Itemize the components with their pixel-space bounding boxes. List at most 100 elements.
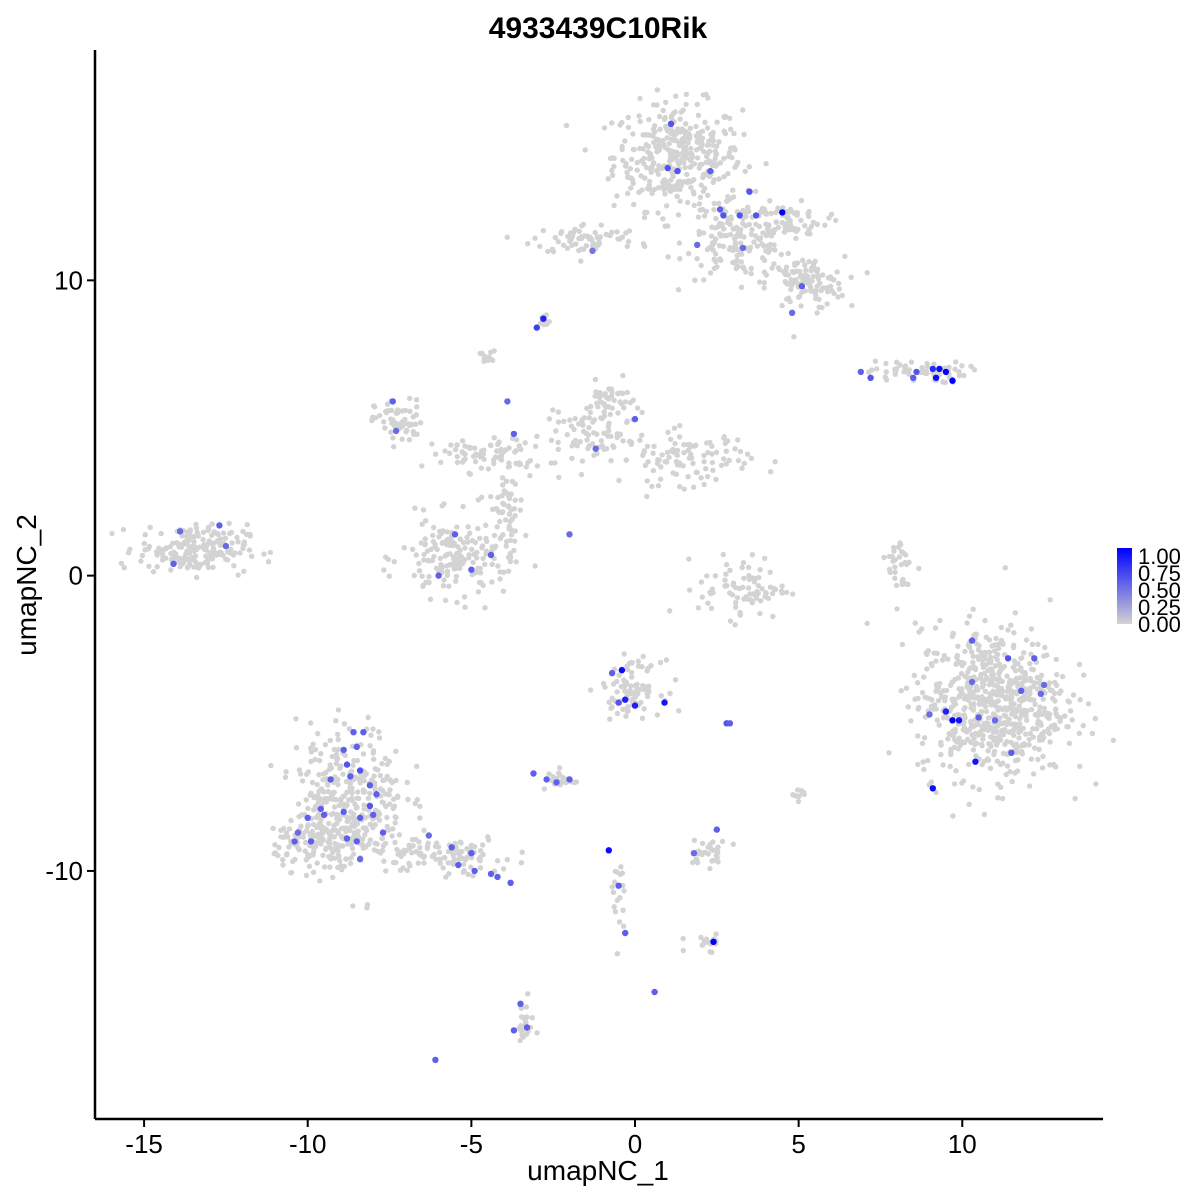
cell-point <box>574 443 580 449</box>
cell-point <box>955 658 961 664</box>
cell-point <box>947 763 953 770</box>
cell-point <box>993 635 999 642</box>
cell-point <box>1032 712 1039 718</box>
cell-point <box>1029 641 1036 648</box>
cell-point <box>757 279 763 285</box>
cell-point <box>690 189 697 195</box>
cell-point <box>286 826 293 832</box>
cell-point <box>555 239 561 245</box>
cell-point <box>404 867 410 874</box>
cell-point <box>109 530 115 537</box>
cell-point <box>271 851 277 857</box>
cell-point <box>772 247 778 253</box>
cell-point <box>686 250 692 257</box>
cell-point <box>453 578 459 584</box>
cell-point <box>323 846 329 853</box>
cell-point <box>711 177 717 183</box>
cell-point <box>303 872 310 879</box>
cell-point <box>713 259 719 265</box>
cell-point <box>441 854 448 861</box>
cell-point <box>635 658 641 664</box>
cell-point <box>798 217 804 223</box>
cell-point <box>1042 644 1048 651</box>
cell-point <box>983 634 989 640</box>
cell-point <box>362 832 368 838</box>
cell-point <box>527 473 533 479</box>
expressing-cell-point <box>726 720 734 727</box>
cell-point <box>734 252 740 259</box>
cell-point <box>730 841 736 847</box>
cell-point <box>687 443 694 449</box>
expressing-cell-point <box>347 773 354 780</box>
cell-point <box>981 811 988 818</box>
cell-point <box>597 390 603 396</box>
cell-point <box>417 815 423 821</box>
cell-point <box>981 726 987 732</box>
cell-point <box>1044 713 1050 720</box>
cell-point <box>627 166 633 172</box>
cell-point <box>586 415 592 421</box>
cell-point <box>748 455 755 461</box>
cell-point <box>1076 661 1083 668</box>
cell-point <box>737 448 744 455</box>
cell-point <box>951 736 958 743</box>
cell-point <box>459 855 466 862</box>
cell-point <box>425 557 431 563</box>
cell-point <box>306 863 313 869</box>
cell-point <box>646 689 652 695</box>
cell-point <box>402 407 408 414</box>
cell-point <box>229 540 235 546</box>
cell-point <box>1038 672 1045 678</box>
cell-point <box>382 554 389 560</box>
cell-point <box>386 792 392 798</box>
cell-point <box>488 493 494 500</box>
cell-point <box>831 290 837 296</box>
cell-point <box>718 257 724 263</box>
cell-point <box>680 947 686 954</box>
cell-point <box>905 704 911 710</box>
cell-point <box>767 469 774 475</box>
cell-point <box>1022 677 1028 684</box>
cell-point <box>1013 668 1019 674</box>
cell-point <box>142 547 148 553</box>
cell-point <box>1037 737 1043 743</box>
expressing-cell-point <box>972 758 979 765</box>
cell-point <box>432 843 439 849</box>
cell-point <box>209 521 215 527</box>
cell-point <box>713 449 720 456</box>
cell-point <box>1053 656 1059 663</box>
cell-point <box>309 779 316 786</box>
cell-point <box>916 565 922 572</box>
cell-point <box>690 484 697 490</box>
cell-point <box>315 730 321 737</box>
cell-point <box>517 507 523 513</box>
cell-point <box>720 551 726 558</box>
cell-point <box>241 568 247 574</box>
cell-point <box>390 826 396 832</box>
expressing-cell-point <box>320 811 328 818</box>
cell-point <box>607 155 614 162</box>
cell-point <box>751 239 757 245</box>
cell-point <box>154 552 160 558</box>
cell-point <box>616 477 622 484</box>
expressing-cell-point <box>350 729 357 736</box>
cell-point <box>956 369 962 375</box>
cell-point <box>964 680 971 686</box>
cell-point <box>690 460 696 467</box>
cell-point <box>482 605 488 611</box>
cell-point <box>701 452 707 459</box>
cell-point <box>497 535 503 542</box>
expressing-cell-point <box>343 761 351 768</box>
cell-point <box>985 748 991 754</box>
cell-point <box>191 539 197 545</box>
cell-point <box>670 470 676 476</box>
cell-point <box>708 605 715 612</box>
cell-point <box>499 475 506 481</box>
cell-point <box>606 699 612 705</box>
cell-point <box>628 439 635 445</box>
cell-point <box>295 801 302 807</box>
expressing-cell-point <box>857 368 864 376</box>
cell-point <box>1009 711 1015 717</box>
cell-point <box>475 497 481 503</box>
cell-point <box>525 241 531 247</box>
